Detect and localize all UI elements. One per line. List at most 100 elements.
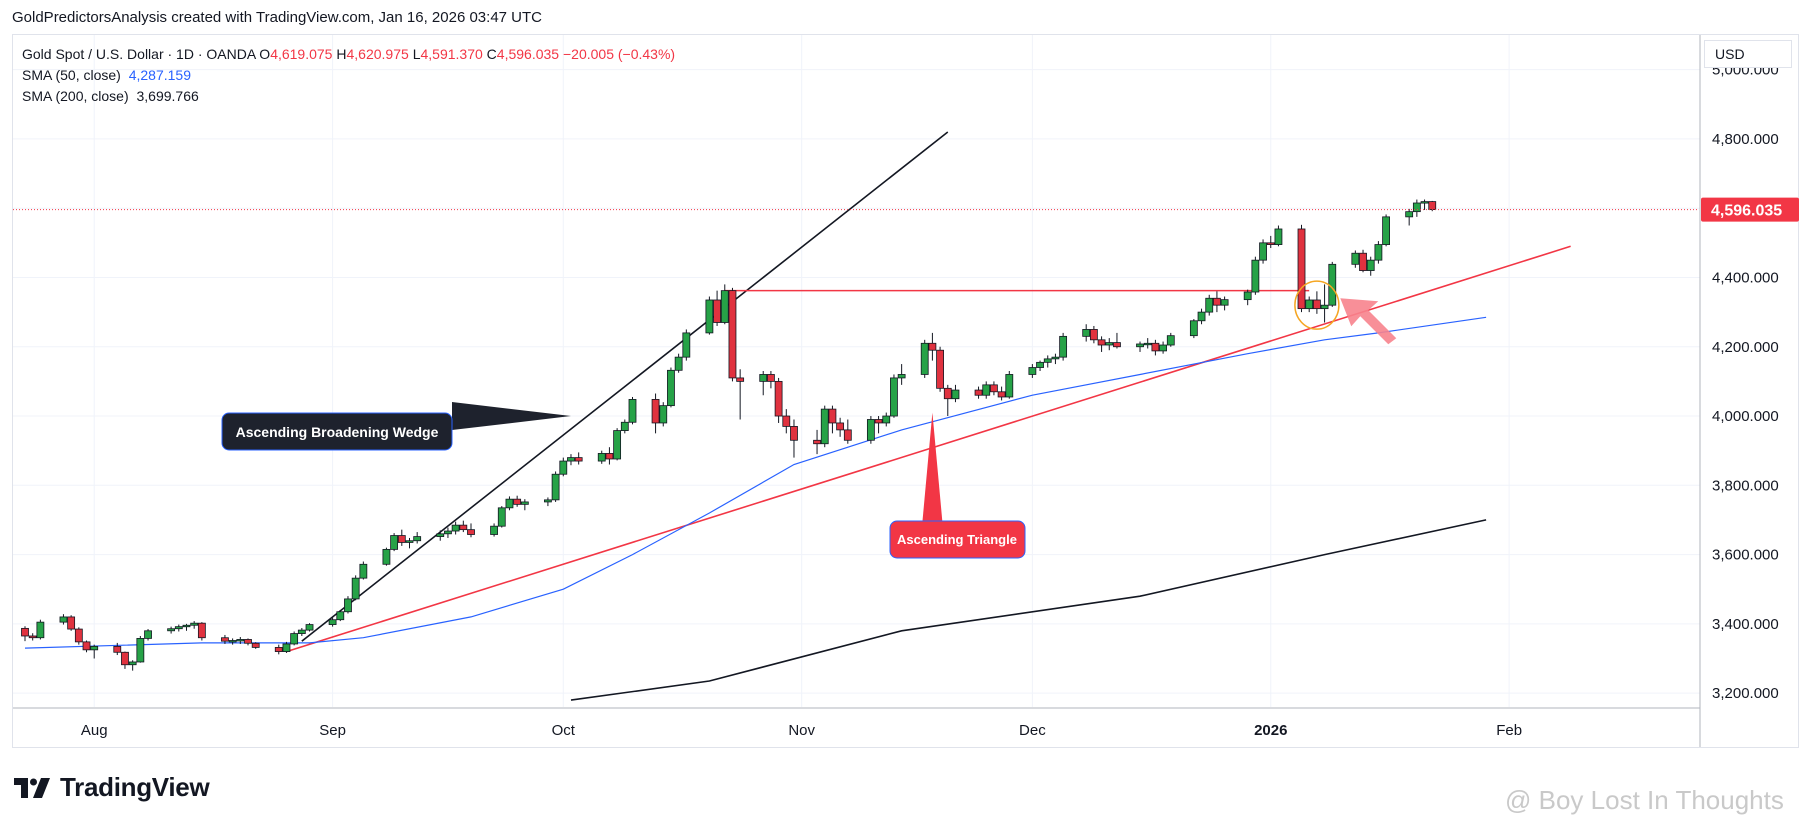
candle-body-down (928, 342, 937, 351)
candle (1374, 241, 1383, 264)
candle-body-up (1043, 358, 1052, 363)
candle (136, 635, 145, 663)
currency-selector[interactable]: USD (1704, 40, 1792, 68)
price-axis[interactable]: 5,000.0004,800.0004,600.0004,400.0004,20… (1712, 62, 1779, 703)
candle-body-up (567, 457, 575, 462)
candle-body-up (144, 630, 152, 639)
candle (544, 497, 552, 507)
candle-body-up (820, 408, 829, 445)
candle (397, 529, 406, 546)
candle (559, 457, 568, 477)
sma200-label: SMA (200, close) (22, 88, 129, 104)
candle-body-down (459, 524, 468, 531)
candle (1113, 332, 1121, 349)
candle-body-up (90, 645, 99, 651)
symbol-description[interactable]: Gold Spot / U.S. Dollar · 1D · OANDA (22, 46, 256, 62)
candle (1320, 284, 1329, 323)
sma50-value: 4,287.159 (128, 67, 192, 83)
price-change: −20.005 (−0.43%) (562, 46, 676, 62)
tradingview-logo[interactable]: TradingView (14, 772, 210, 803)
candle (928, 332, 937, 361)
candle-body-up (1205, 297, 1214, 313)
legend-sma50-row[interactable]: SMA (50, close) 4,287.159 (22, 65, 675, 86)
candle (236, 637, 245, 644)
chart-legend: Gold Spot / U.S. Dollar · 1D · OANDA O4,… (22, 44, 675, 107)
candle (667, 367, 675, 408)
moving-averages (24, 316, 1487, 701)
candle (1051, 353, 1060, 365)
candle-body-down (767, 374, 775, 382)
tradingview-logo-text: TradingView (60, 772, 210, 802)
candle (713, 290, 721, 326)
candle-body-down (936, 349, 944, 389)
candle (682, 329, 691, 361)
candle (936, 346, 944, 392)
candle (328, 617, 337, 627)
candle-body-up (1351, 252, 1360, 265)
time-axis-label: Nov (788, 722, 815, 739)
candle-body-up (1405, 211, 1414, 218)
candle-body-up (890, 377, 898, 417)
candle (359, 561, 368, 580)
candle (228, 638, 237, 645)
candle-body-up (451, 524, 460, 532)
candle-body-up (505, 498, 514, 509)
candle (174, 624, 183, 632)
candle (759, 371, 768, 396)
candle (567, 454, 575, 466)
candle (221, 634, 229, 644)
candle (1151, 339, 1160, 356)
candle (843, 419, 852, 444)
candle (1274, 225, 1283, 247)
candle (990, 381, 998, 396)
candle (1089, 325, 1098, 344)
candle (520, 499, 529, 511)
candle (390, 533, 399, 552)
candle (67, 615, 76, 631)
candle-body-down (782, 415, 791, 427)
candle-body-down (274, 647, 283, 652)
candle-body-up (1166, 335, 1175, 346)
candle-body-up (1412, 202, 1421, 213)
candle (997, 386, 1006, 401)
candle (497, 506, 506, 528)
candle-body-up (305, 624, 314, 631)
chart-author-line: GoldPredictorsAnalysis created with Trad… (12, 9, 542, 26)
legend-sma200-row[interactable]: SMA (200, close) 3,699.766 (22, 86, 675, 107)
candle-body-up (667, 369, 675, 407)
author-watermark: @ Boy Lost In Thoughts (1505, 785, 1784, 816)
candle (1328, 261, 1337, 307)
candle (659, 402, 668, 427)
candle-body-up (705, 299, 714, 334)
candle (890, 374, 898, 418)
candle-body-up (597, 453, 606, 462)
candle-body-up (182, 624, 191, 628)
time-axis-label: Dec (1019, 722, 1046, 739)
candle-body-up (551, 473, 560, 501)
candle (1059, 332, 1068, 361)
candle-body-down (513, 498, 522, 505)
candle-body-up (36, 621, 45, 639)
candle-body-down (1213, 297, 1221, 306)
candle-body-up (620, 421, 629, 431)
candle-body-up (1220, 299, 1229, 306)
wedge-upper-line (301, 131, 949, 642)
candle-body-down (605, 453, 614, 460)
candle-body-down (1097, 339, 1106, 346)
candle-body-down (1428, 201, 1437, 210)
candle (513, 495, 522, 507)
candle (1220, 296, 1229, 311)
chart-frame[interactable] (12, 34, 1799, 748)
candle (1420, 199, 1429, 210)
sma50-line (24, 316, 1487, 649)
candle-body-down (1089, 329, 1098, 341)
candle-body-down (943, 387, 952, 400)
candle (28, 633, 37, 641)
candle (782, 409, 791, 434)
time-axis[interactable]: Aug Sep Oct Nov Dec 2026 Feb (81, 722, 1522, 739)
candle-body-up (1320, 304, 1329, 310)
candle-body-up (897, 374, 906, 379)
candle-body-up (344, 598, 352, 613)
candle-body-down (82, 641, 91, 651)
